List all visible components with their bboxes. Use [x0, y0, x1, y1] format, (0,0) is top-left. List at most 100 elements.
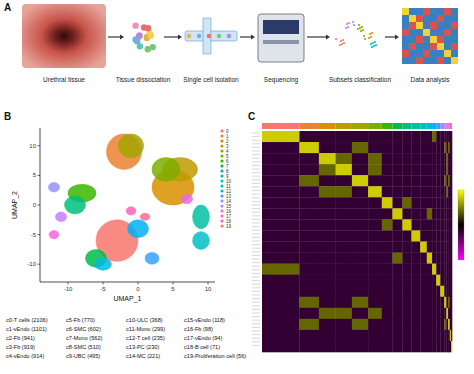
heatmap-cell [319, 153, 336, 164]
cluster-strip [262, 123, 299, 129]
x-tick-label: 5 [171, 286, 175, 292]
heatmap-cell [352, 197, 369, 208]
heatmap-cell [436, 131, 440, 142]
heatmap-cell [444, 330, 446, 341]
heatmap-cell [299, 219, 319, 230]
y-tick [38, 205, 41, 206]
heatmap-cell [420, 219, 427, 230]
heatmap-cell [427, 242, 433, 253]
heatmap-cell [446, 164, 448, 175]
heatmap-cell [411, 275, 420, 286]
y-tick [38, 145, 41, 146]
mini-heatmap-cell [409, 57, 416, 64]
heatmap-cell [402, 275, 411, 286]
heatmap-cell [402, 208, 411, 219]
legend-swatch [220, 149, 223, 152]
cluster-blob [49, 230, 59, 238]
legend-swatch [220, 169, 223, 172]
heatmap-cell [352, 142, 369, 153]
gene-label-stub [252, 183, 260, 184]
mini-heatmap-cell [437, 43, 444, 50]
heatmap-cell [319, 197, 336, 208]
cluster-strip [450, 123, 451, 129]
heatmap-cell [402, 341, 411, 352]
arrowhead [251, 35, 255, 40]
gene-label-stub [252, 309, 260, 310]
heatmap-cell [336, 219, 353, 230]
heatmap-cell [427, 330, 433, 341]
mini-heatmap-cell [416, 8, 423, 15]
heatmap-cell [382, 219, 393, 230]
cluster-strip [299, 123, 319, 129]
heatmap-cell [436, 308, 440, 319]
legend-swatch [220, 134, 223, 137]
cluster-strip [382, 123, 393, 129]
heatmap-cell [382, 230, 393, 241]
mini-umap-dot [352, 21, 354, 23]
gene-label-stub [252, 262, 260, 263]
cluster-label: c15-vEndo (118) [184, 317, 225, 323]
heatmap-cell [444, 164, 446, 175]
heatmap-cell [432, 330, 436, 341]
heatmap-cell [411, 330, 420, 341]
mini-heatmap-cell [423, 8, 430, 15]
mini-heatmap-cell [437, 8, 444, 15]
chip-channel [203, 18, 211, 54]
mini-umap-dot [342, 39, 344, 41]
arrow [240, 36, 252, 37]
cluster-label: c6-SMC (602) [66, 326, 101, 332]
heatmap-cell [450, 330, 452, 341]
heatmap-cell [420, 175, 427, 186]
heatmap-cell [451, 308, 452, 319]
colorbar [458, 190, 464, 260]
heatmap-cell [436, 175, 440, 186]
cell-icon [217, 34, 221, 38]
mini-heatmap-cell [451, 29, 458, 36]
heatmap-cell [299, 286, 319, 297]
gene-label-stub [252, 248, 260, 249]
heatmap-cell [336, 164, 353, 175]
heatmap-cell [262, 253, 300, 264]
cluster-label: c1-vEndo (1101) [6, 326, 47, 332]
heatmap-cell [411, 297, 420, 308]
heatmap-cell [436, 286, 440, 297]
heatmap-cell [319, 319, 336, 330]
heatmap-cell [411, 153, 420, 164]
heatmap-cell [262, 264, 300, 275]
heatmap-cell [432, 131, 436, 142]
gene-label-stub [252, 338, 260, 339]
heatmap-cell [451, 253, 452, 264]
mini-umap-dot [353, 24, 355, 26]
sequencer-slot [263, 40, 299, 44]
gene-label-stub [252, 259, 260, 260]
heatmap-cell [432, 242, 436, 253]
cluster-strip [402, 123, 411, 129]
heatmap-cell [444, 142, 446, 153]
gene-label-stub [252, 158, 260, 159]
cluster-label: c19-Proliferation cell (56) [184, 353, 246, 359]
mini-umap-dot [375, 44, 377, 46]
heatmap-cell [411, 131, 420, 142]
mini-umap-dot [372, 42, 374, 44]
heatmap-cell [444, 197, 446, 208]
arrow [164, 36, 179, 37]
gene-label-stub [252, 179, 260, 180]
heatmap-cell [368, 341, 382, 352]
cluster-blob [193, 232, 210, 250]
x-tick [103, 282, 104, 285]
heatmap-cell [440, 153, 444, 164]
heatmap-cell [440, 186, 444, 197]
heatmap-cell [432, 264, 436, 275]
heatmap-cell [262, 186, 300, 197]
gene-label-stub [252, 169, 260, 170]
panel-label: C [248, 111, 255, 122]
mini-heatmap-cell [402, 57, 409, 64]
heatmap-cell [392, 197, 402, 208]
legend-swatch [220, 199, 223, 202]
heatmap-cell [427, 341, 433, 352]
sequencer-screen [263, 20, 299, 34]
heatmap-cell [299, 275, 319, 286]
step-label: Sequencing [264, 76, 299, 84]
x-tick-label: -10 [64, 286, 73, 292]
heatmap-cell [432, 253, 436, 264]
